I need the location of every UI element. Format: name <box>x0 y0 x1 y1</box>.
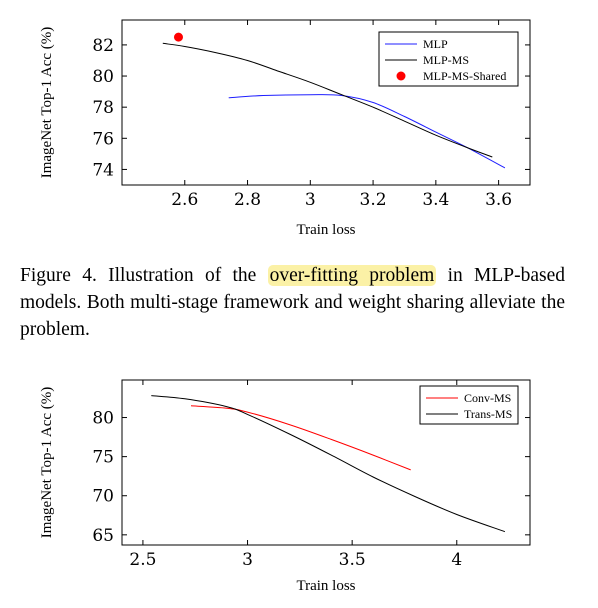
x-tick-label: 3.6 <box>485 190 512 210</box>
series-line-trans-ms <box>151 395 506 533</box>
y-tick-label: 80 <box>92 67 114 87</box>
legend-label: Conv-MS <box>464 391 511 405</box>
legend-label: MLP-MS <box>423 53 469 67</box>
figure-caption: Figure 4. Illustration of the over-fitti… <box>20 262 565 343</box>
x-tick-label: 3 <box>305 190 316 210</box>
y-tick-label: 65 <box>92 526 114 546</box>
caption-suffix: in MLP-based models. Both multi-stage fr… <box>20 265 565 340</box>
series-line-mlp-ms <box>162 42 493 158</box>
caption-prefix: Figure 4. Illustration of the <box>20 265 268 286</box>
y-tick-label: 75 <box>92 448 114 468</box>
x-axis-label: Train loss <box>296 578 355 594</box>
legend-label: Trans-MS <box>464 407 512 421</box>
y-axis-label: ImageNet Top-1 Acc (%) <box>39 27 55 179</box>
x-tick-label: 3.5 <box>339 550 366 570</box>
y-tick-label: 82 <box>92 36 114 56</box>
y-tick-label: 80 <box>92 409 114 429</box>
series-line-mlp <box>228 94 506 169</box>
x-tick-label: 2.6 <box>171 190 198 210</box>
chart-top: 2.6 2.8 3 3.2 3.4 3.6 74 76 78 80 82 Train loss Imag… <box>39 19 531 238</box>
caption-highlight: over-fitting problem <box>267 265 437 286</box>
x-tick-label: 4 <box>451 550 462 570</box>
x-tick-label: 3.4 <box>422 190 449 210</box>
legend-label: MLP-MS-Shared <box>423 69 506 83</box>
x-tick-label: 3.2 <box>360 190 387 210</box>
chart-bottom: 2.5 3 3.5 4 65 70 75 80 Train loss ImageNet Top-1… <box>39 379 531 594</box>
x-tick-label: 2.5 <box>129 550 156 570</box>
series-line-conv-ms <box>190 405 411 471</box>
legend-box <box>419 385 519 425</box>
y-tick-label: 70 <box>92 487 114 507</box>
legend-label: MLP <box>423 37 448 51</box>
y-tick-label: 74 <box>92 160 114 180</box>
y-tick-label: 78 <box>92 98 114 118</box>
series-point-mlp-ms-shared <box>173 32 183 42</box>
y-tick-label: 76 <box>92 129 114 149</box>
x-axis-label: Train loss <box>296 222 355 238</box>
legend-swatch <box>396 71 406 81</box>
x-tick-label: 3 <box>242 550 253 570</box>
x-tick-label: 2.8 <box>234 190 261 210</box>
plot-frame <box>121 379 531 546</box>
y-axis-label: ImageNet Top-1 Acc (%) <box>39 387 55 539</box>
plot-frame <box>121 19 531 186</box>
